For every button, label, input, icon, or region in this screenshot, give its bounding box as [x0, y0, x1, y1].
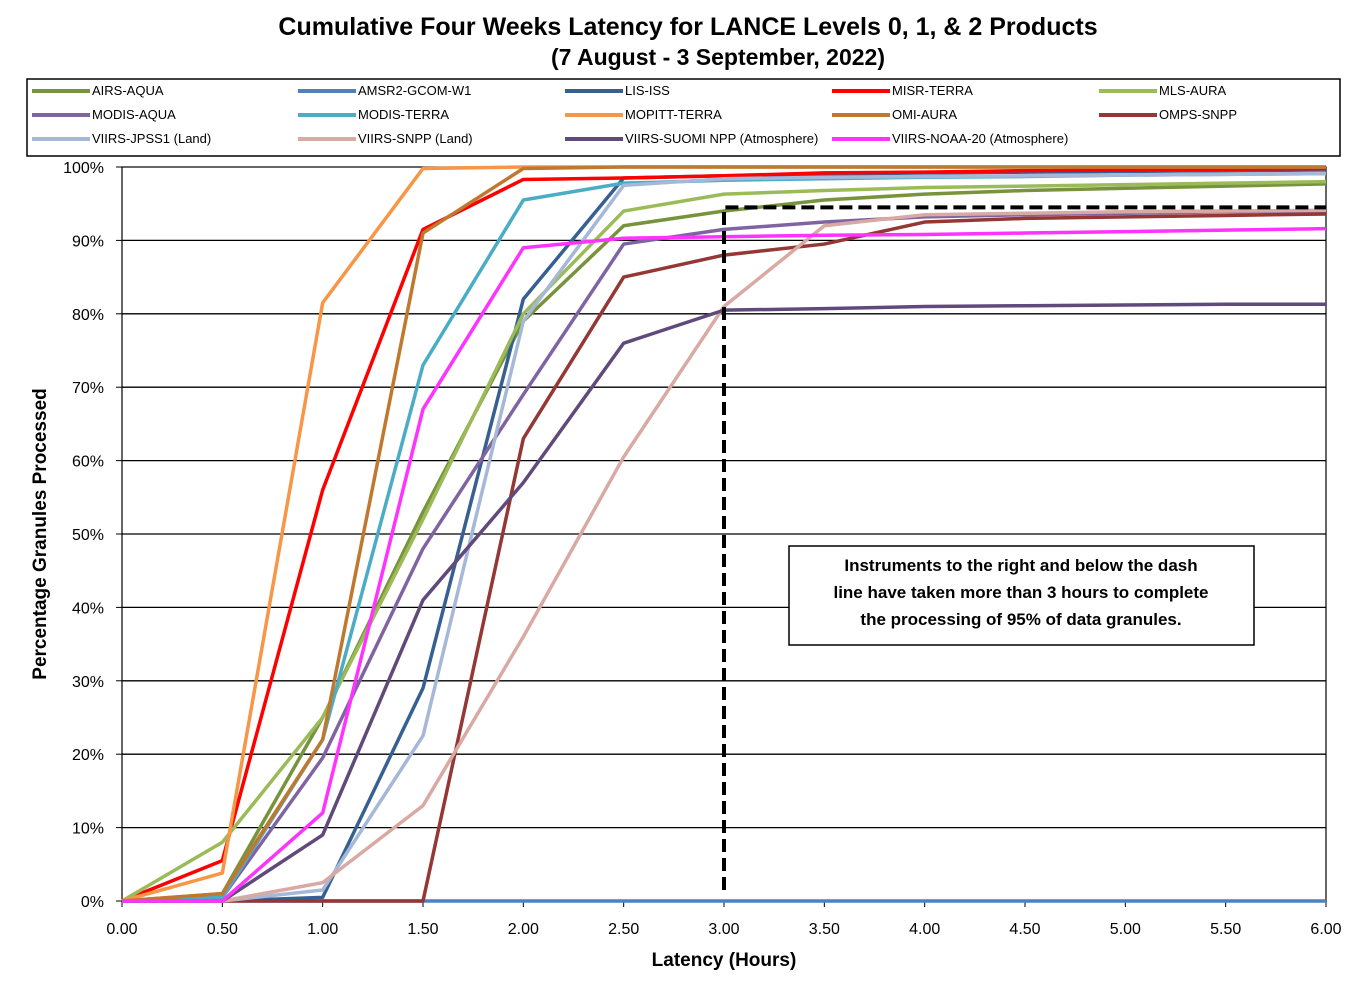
legend-label-modis-terra: MODIS-TERRA	[358, 107, 449, 122]
y-tick-label: 20%	[72, 747, 104, 764]
y-tick-label: 90%	[72, 233, 104, 250]
threshold-dashed-line	[722, 205, 1326, 890]
y-axis-label: Percentage Granules Processed	[30, 388, 51, 679]
x-tick-label: 3.00	[708, 921, 739, 938]
legend-label-viirs-suomi-npp-atmosphere: VIIRS-SUOMI NPP (Atmosphere)	[625, 131, 818, 146]
y-tick-label: 80%	[72, 307, 104, 324]
y-tick-label: 0%	[81, 894, 104, 911]
y-tick-label: 100%	[63, 160, 104, 177]
x-axis-label: Latency (Hours)	[652, 950, 797, 971]
annotation-line-3: the processing of 95% of data granules.	[860, 610, 1181, 629]
y-axis-ticks: 0% 10% 20% 30% 40% 50% 60% 70% 80% 90% 100%	[63, 160, 122, 911]
series-line-viirs-jpss1-land	[122, 171, 1327, 903]
x-axis-ticks: 0.00 0.50 1.00 1.50 2.00 2.50 3.00 3.50 4.00 4.50…	[106, 901, 1342, 938]
gridlines	[122, 239, 1326, 829]
legend-label-viirs-noaa-20-atmosphere: VIIRS-NOAA-20 (Atmosphere)	[892, 131, 1068, 146]
chart-title: Cumulative Four Weeks Latency for LANCE …	[278, 13, 1097, 41]
legend: AIRS-AQUA AMSR2-GCOM-W1 LIS-ISS MISR-TERRA M…	[32, 83, 1237, 146]
x-tick-label: 0.00	[106, 921, 137, 938]
y-tick-label: 40%	[72, 600, 104, 617]
x-tick-label: 2.00	[508, 921, 539, 938]
series-line-mls-aura	[121, 179, 1327, 903]
x-tick-label: 5.50	[1210, 921, 1241, 938]
x-tick-label: 4.00	[909, 921, 940, 938]
series-line-misr-terra	[121, 166, 1327, 903]
annotation-line-2: line have taken more than 3 hours to com…	[833, 583, 1208, 602]
legend-label-mls-aura: MLS-AURA	[1159, 83, 1227, 98]
x-tick-label: 6.00	[1310, 921, 1341, 938]
y-tick-label: 50%	[72, 527, 104, 544]
series-line-omi-aura	[121, 165, 1326, 903]
series-line-viirs-snpp-land	[122, 208, 1327, 903]
y-tick-label: 10%	[72, 821, 104, 838]
x-tick-label: 3.50	[809, 921, 840, 938]
x-tick-label: 5.00	[1110, 921, 1141, 938]
annotation-line-1: Instruments to the right and below the d…	[844, 556, 1197, 575]
annotation-box	[788, 545, 1255, 646]
chart-subtitle: (7 August - 3 September, 2022)	[551, 44, 885, 70]
legend-label-omi-aura: OMI-AURA	[892, 107, 957, 122]
legend-label-viirs-jpss1-land: VIIRS-JPSS1 (Land)	[92, 131, 211, 146]
legend-label-viirs-snpp-land: VIIRS-SNPP (Land)	[358, 131, 473, 146]
y-tick-label: 70%	[72, 380, 104, 397]
legend-label-airs-aqua: AIRS-AQUA	[92, 83, 164, 98]
legend-label-mopitt-terra: MOPITT-TERRA	[625, 107, 722, 122]
series-lines	[121, 165, 1327, 903]
x-tick-label: 0.50	[207, 921, 238, 938]
x-tick-label: 2.50	[608, 921, 639, 938]
x-tick-label: 1.00	[307, 921, 338, 938]
legend-label-omps-snpp: OMPS-SNPP	[1159, 107, 1237, 122]
x-tick-label: 1.50	[407, 921, 438, 938]
legend-label-lis-iss: LIS-ISS	[625, 83, 670, 98]
legend-label-misr-terra: MISR-TERRA	[892, 83, 973, 98]
legend-label-amsr2-gcom-w1: AMSR2-GCOM-W1	[358, 83, 471, 98]
legend-label-modis-aqua: MODIS-AQUA	[92, 107, 176, 122]
y-tick-label: 30%	[72, 674, 104, 691]
y-tick-label: 60%	[72, 454, 104, 471]
x-tick-label: 4.50	[1009, 921, 1040, 938]
